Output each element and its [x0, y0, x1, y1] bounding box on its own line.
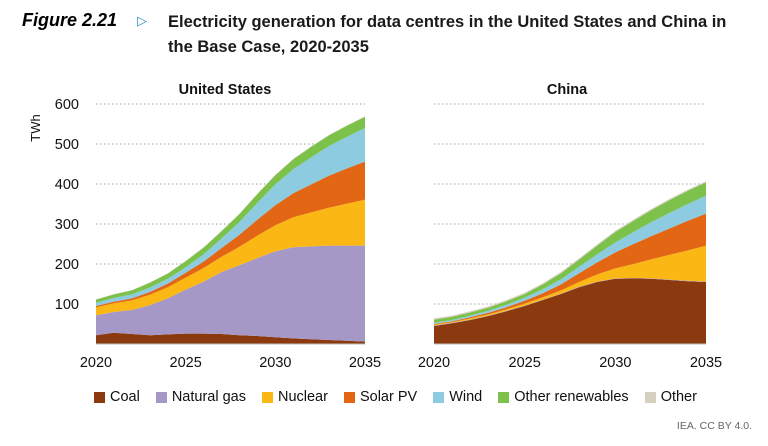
x-tick-label: 2025: [170, 355, 202, 371]
y-tick-label: 400: [55, 177, 79, 193]
area-other-renewables: [434, 182, 706, 323]
y-tick-label: 500: [55, 137, 79, 153]
x-tick-label: 2030: [599, 355, 631, 371]
legend-swatch: [94, 391, 105, 403]
legend-item-other: Other: [644, 389, 697, 405]
area-solar-pv: [434, 213, 706, 325]
panel-title: China: [547, 82, 588, 98]
area-nuclear: [434, 245, 706, 326]
area-other-renewables: [96, 116, 365, 303]
legend-item-solar-pv: Solar PV: [343, 389, 418, 405]
legend-item-other-renewables: Other renewables: [498, 389, 629, 405]
area-coal: [434, 278, 706, 344]
x-tick-label: 2025: [509, 355, 541, 371]
panel-china: China 2020 2025 2030 2035: [418, 82, 722, 371]
x-tick-label: 2020: [80, 355, 112, 371]
legend-swatch: [155, 391, 167, 403]
figure-number: Figure 2.21: [22, 10, 118, 30]
legend-label: Other renewables: [514, 389, 629, 405]
panel-united-states: United States 2020 2025 2030 2035 100 200 300 40…: [28, 82, 381, 371]
legend-swatch: [261, 391, 273, 403]
legend-label: Nuclear: [277, 389, 328, 405]
legend-item-wind: Wind: [433, 389, 482, 405]
legend-swatch: [343, 391, 355, 403]
legend-swatch: [433, 391, 445, 403]
legend-item-nuclear: Nuclear: [261, 389, 328, 405]
legend-label: Wind: [449, 389, 483, 405]
legend-item-coal: Coal: [94, 389, 140, 405]
area-wind: [434, 195, 706, 324]
legend-item-natural-gas: Natural gas: [155, 389, 246, 405]
y-tick-label: 200: [55, 257, 79, 273]
y-tick-label: 100: [55, 297, 79, 313]
legend-swatch: [498, 391, 510, 403]
legend-swatch: [644, 391, 656, 403]
credit-note: IEA. CC BY 4.0.: [676, 420, 752, 432]
y-tick-label: 300: [55, 217, 79, 233]
area-natural-gas: [96, 245, 365, 342]
x-tick-label: 2030: [259, 355, 291, 371]
legend-label: Coal: [110, 389, 140, 405]
x-tick-label: 2035: [349, 355, 381, 371]
legend-label: Natural gas: [171, 389, 246, 405]
area-nuclear: [96, 199, 365, 316]
y-axis-label: TWh: [28, 114, 43, 141]
area-other: [434, 181, 706, 320]
legend-label: Solar PV: [359, 389, 418, 405]
area-wind: [96, 128, 365, 306]
figure-title: Electricity generation for data centres …: [168, 13, 727, 56]
panel-title: United States: [179, 82, 272, 98]
area-solar-pv: [96, 161, 365, 308]
area-natural-gas: [434, 278, 706, 326]
figure-arrow-icon: ▷: [137, 13, 147, 28]
legend: Coal Natural gas Nuclear Solar PV Wind Other …: [94, 389, 697, 405]
x-tick-label: 2035: [690, 355, 722, 371]
legend-label: Other: [660, 389, 697, 405]
area-coal: [96, 332, 365, 344]
x-tick-label: 2020: [418, 355, 450, 371]
y-tick-label: 600: [55, 97, 79, 113]
